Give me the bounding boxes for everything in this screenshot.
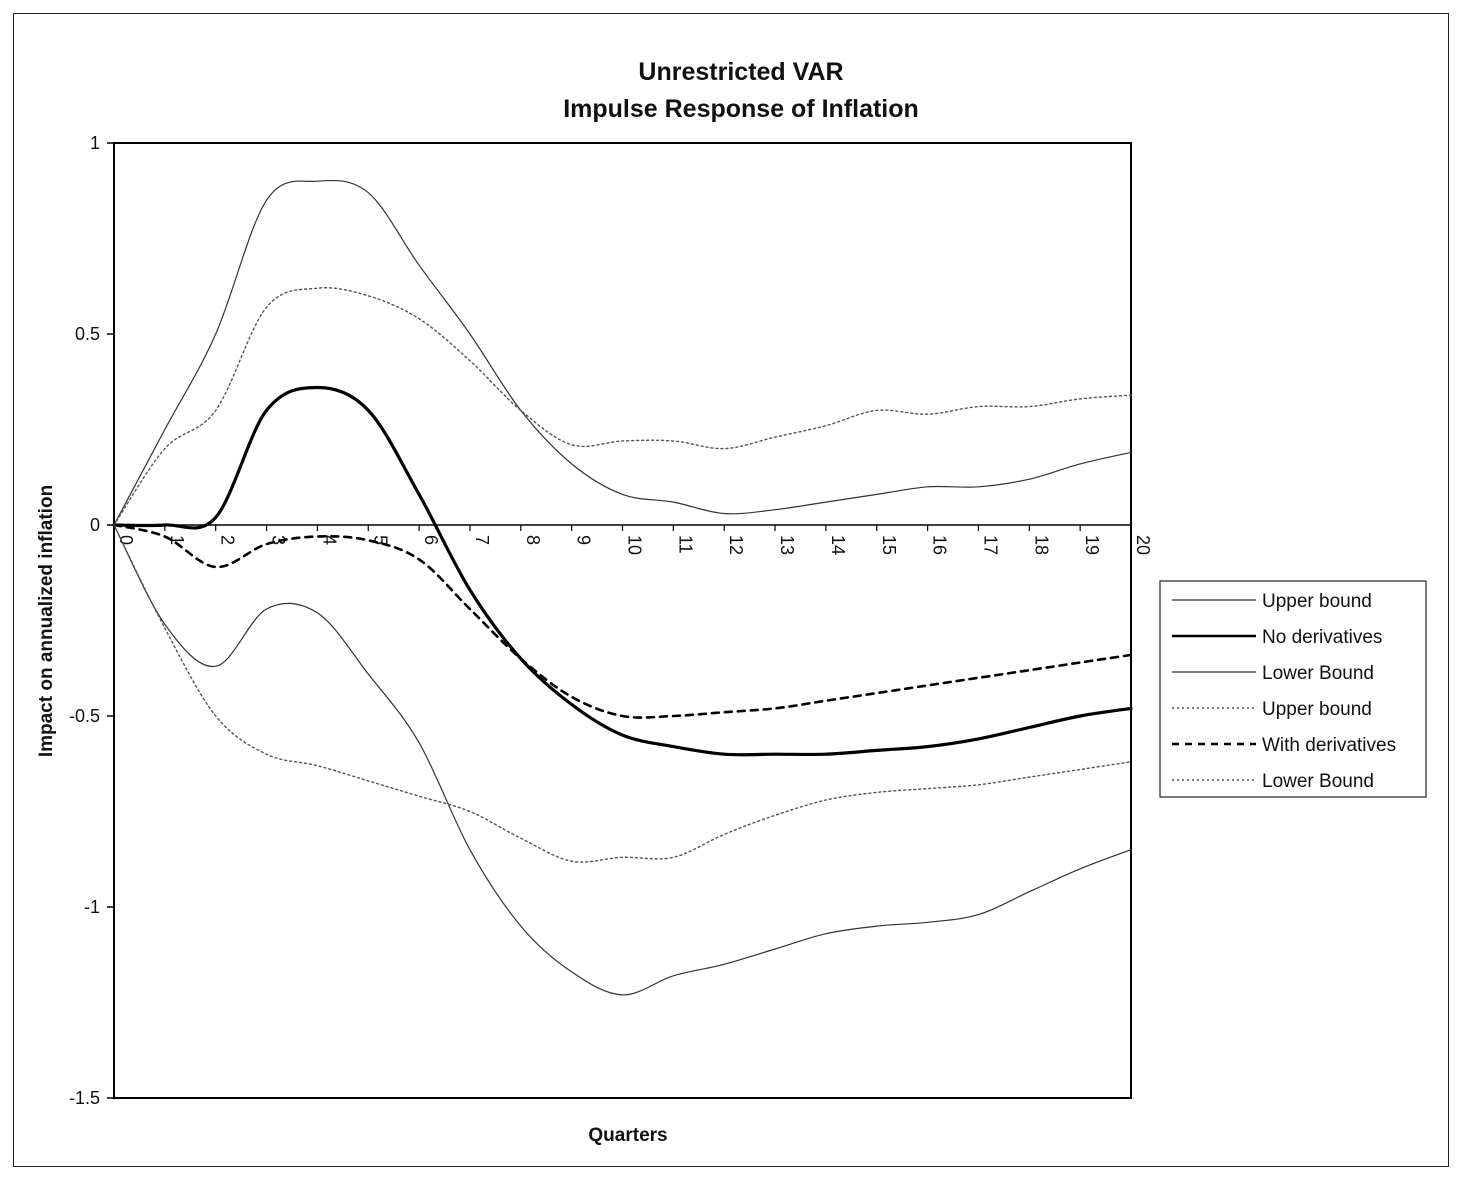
plot-area — [113, 142, 1132, 1099]
x-tick-label: 19 — [1082, 535, 1102, 555]
x-tick-label: 11 — [675, 535, 695, 554]
x-tick-label: 16 — [930, 535, 950, 555]
x-tick-label: 17 — [980, 535, 1000, 555]
legend-label: With derivatives — [1262, 735, 1396, 756]
legend-box — [1159, 580, 1427, 798]
y-axis-label: Impact on annualized inflation — [36, 485, 57, 757]
x-tick-label: 7 — [472, 535, 492, 545]
x-tick-label: 3 — [269, 535, 289, 545]
y-tick-label: 0.5 — [75, 324, 100, 344]
series-line-5 — [112, 523, 1133, 719]
y-tick-label: -1 — [84, 897, 100, 917]
x-tick-label: 13 — [777, 535, 797, 555]
legend-label: Lower Bound — [1262, 771, 1374, 792]
x-tick-label: 14 — [828, 535, 848, 555]
x-tick-label: 1 — [167, 535, 187, 545]
legend: Upper bound No derivatives Lower Bound Uppe… — [1159, 580, 1427, 798]
x-tick-label: 20 — [1133, 535, 1153, 555]
x-tick-label: 12 — [726, 535, 746, 555]
series-line-6 — [113, 524, 1132, 863]
y-tick-label: -1.5 — [69, 1088, 100, 1108]
x-tick-label: 15 — [879, 535, 899, 555]
x-axis: 0 1 2 3 4 5 6 7 8 9 10 11 12 13 14 15 16 17 18 19 20 — [113, 524, 1153, 555]
y-axis: 1 0.5 0 -0.5 -1 -1.5 — [69, 133, 114, 1108]
x-tick-label: 6 — [421, 535, 441, 545]
series-line-2 — [112, 385, 1133, 757]
series-lines — [112, 179, 1133, 996]
legend-label: Lower Bound — [1262, 663, 1374, 684]
legend-label: Upper bound — [1262, 699, 1372, 720]
x-tick-label: 0 — [116, 535, 136, 545]
y-tick-label: -0.5 — [69, 706, 100, 726]
x-tick-label: 2 — [218, 535, 238, 545]
x-tick-label: 4 — [319, 535, 339, 545]
chart-frame — [13, 13, 1449, 1167]
legend-label: No derivatives — [1262, 627, 1382, 648]
y-tick-label: 0 — [90, 515, 100, 535]
chart-subtitle: Impulse Response of Inflation — [563, 95, 919, 123]
chart-title: Unrestricted VAR — [638, 58, 843, 86]
x-tick-label: 5 — [370, 535, 390, 545]
x-tick-label: 9 — [574, 535, 594, 545]
legend-label: Upper bound — [1262, 591, 1372, 612]
series-line-3 — [113, 524, 1132, 996]
x-tick-label: 10 — [625, 535, 645, 555]
y-tick-label: 1 — [90, 133, 100, 153]
series-line-1 — [113, 179, 1132, 526]
x-tick-label: 8 — [523, 535, 543, 545]
x-axis-label: Quarters — [588, 1125, 667, 1146]
series-line-4 — [113, 287, 1132, 526]
x-tick-label: 18 — [1031, 535, 1051, 555]
